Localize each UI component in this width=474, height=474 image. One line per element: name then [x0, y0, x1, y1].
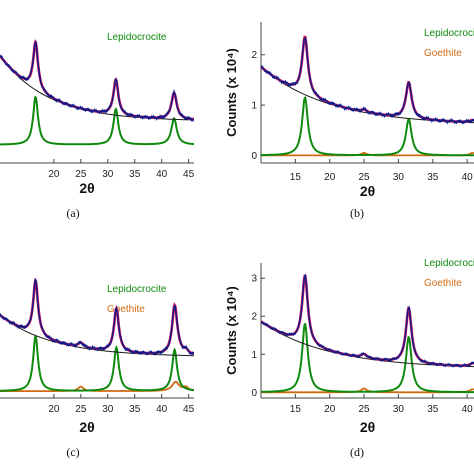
- legend-entry-goethite: Goethite: [424, 48, 462, 59]
- legend-entry-lepidocrocite: Lepidocrocite: [424, 28, 474, 39]
- panel-caption: (b): [350, 206, 364, 220]
- x-axis-label: 2θ: [360, 183, 375, 199]
- plot-area: [261, 273, 474, 394]
- lepidocrocite-curve: [0, 334, 194, 392]
- legend-entry-lepidocrocite: Lepidocrocite: [424, 258, 474, 269]
- y-axis-label: Counts (x 10⁴): [224, 48, 239, 137]
- panel-d: 15 20 25 30 35 40 0 1 2 3 2θ Counts (x 10⁴) (d) Lepid…: [224, 258, 474, 459]
- total-fit-curve: [261, 274, 474, 367]
- x-tick-label: 25: [75, 169, 87, 180]
- y-tick-label: 0: [251, 388, 257, 399]
- x-tick-label: 25: [359, 404, 371, 415]
- panel-b: 15 20 25 30 35 40 0 1 2 2θ Counts (x 10⁴) (b) Lepido…: [224, 22, 474, 220]
- observed-data-curve: [0, 40, 194, 123]
- y-tick-label: 1: [251, 350, 257, 361]
- panel-c: 20 25 30 35 40 45 2θ(c) Lepidocrocite Goethite: [0, 277, 195, 459]
- legend-entry-goethite: Goethite: [107, 304, 145, 315]
- x-tick-label: 15: [290, 404, 302, 415]
- x-tick-label: 25: [359, 172, 371, 183]
- x-tick-label: 35: [427, 404, 439, 415]
- y-tick-label: 2: [251, 50, 257, 61]
- x-axis-label: 2θ: [79, 419, 94, 435]
- observed-data-curve: [0, 278, 194, 357]
- x-tick-label: 30: [102, 404, 114, 415]
- x-tick-label: 20: [48, 404, 60, 415]
- lepidocrocite-curve: [261, 96, 474, 157]
- x-tick-label: 40: [156, 404, 168, 415]
- observed-data-curve: [261, 273, 474, 369]
- x-tick-label: 45: [183, 404, 195, 415]
- y-tick-label: 0: [251, 151, 257, 162]
- x-tick-label: 30: [102, 169, 114, 180]
- panel-a: 20 25 30 35 40 45 2θ(a) Lepidocrocite: [0, 32, 195, 220]
- x-tick-label: 30: [393, 172, 405, 183]
- x-tick-label: 30: [393, 404, 405, 415]
- plot-area: [0, 38, 194, 146]
- x-tick-label: 35: [129, 404, 141, 415]
- x-tick-label: 35: [129, 169, 141, 180]
- legend-entry-goethite: Goethite: [424, 278, 462, 289]
- panel-caption: (d): [350, 445, 364, 459]
- x-tick-label: 20: [324, 172, 336, 183]
- y-tick-label: 2: [251, 312, 257, 323]
- x-tick-label: 45: [183, 169, 195, 180]
- plot-area: [261, 35, 474, 157]
- x-axis-label: 2θ: [79, 180, 94, 196]
- panel-caption: (c): [66, 445, 79, 459]
- plot-area: [0, 277, 194, 392]
- x-tick-label: 20: [48, 169, 60, 180]
- panel-caption: (a): [66, 206, 79, 220]
- x-tick-label: 40: [462, 172, 474, 183]
- x-tick-label: 15: [290, 172, 302, 183]
- x-axis-label: 2θ: [360, 419, 375, 435]
- x-tick-label: 25: [75, 404, 87, 415]
- legend-entry-lepidocrocite: Lepidocrocite: [107, 284, 167, 295]
- x-tick-label: 20: [324, 404, 336, 415]
- total-fit-curve: [0, 38, 194, 121]
- lepidocrocite-curve: [261, 322, 474, 394]
- y-axis-label: Counts (x 10⁴): [224, 286, 239, 375]
- y-tick-label: 1: [251, 101, 257, 112]
- x-tick-label: 40: [462, 404, 474, 415]
- y-tick-label: 3: [251, 274, 257, 285]
- background-curve: [261, 66, 474, 124]
- x-tick-label: 40: [156, 169, 168, 180]
- x-tick-label: 35: [427, 172, 439, 183]
- observed-data-curve: [261, 36, 474, 125]
- lepidocrocite-curve: [0, 95, 194, 146]
- legend-entry-lepidocrocite: Lepidocrocite: [107, 32, 167, 43]
- background-curve: [261, 321, 474, 368]
